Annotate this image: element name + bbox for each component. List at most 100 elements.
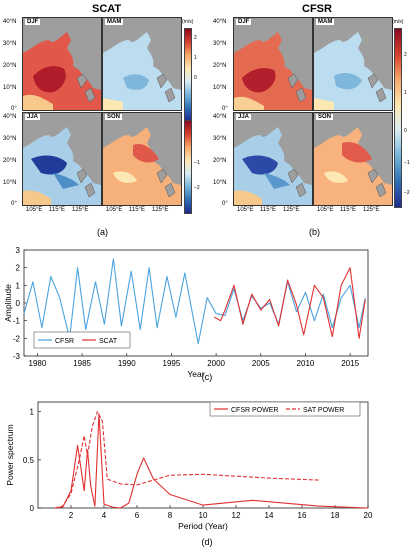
map-field <box>103 32 181 110</box>
x-tick-label: 1980 <box>29 359 47 368</box>
y-tick-label: 0.5 <box>23 456 35 465</box>
map-scat-son: SON <box>102 112 182 206</box>
season-label: MAM <box>105 19 124 25</box>
x-tick-label: 18 <box>331 511 340 520</box>
lon-label: 105°E <box>237 207 254 213</box>
map-field <box>23 127 101 205</box>
y-tick-label: -3 <box>13 352 21 361</box>
season-label: SON <box>316 114 334 120</box>
season-label: MAM <box>316 19 335 25</box>
lon-label: 125°E <box>363 207 380 213</box>
map-cfsr-mam: MAM <box>313 17 393 111</box>
lon-label: 125°E <box>152 207 169 213</box>
legend-label: CFSR <box>55 338 74 345</box>
lat-label: 0° <box>11 106 17 112</box>
series-line <box>54 413 369 509</box>
x-tick-label: 12 <box>232 511 241 520</box>
colorbar-tick: 2 <box>194 35 197 41</box>
x-tick-label: 4 <box>102 511 107 520</box>
map-field <box>23 32 101 110</box>
panel-a-caption: (a) <box>97 227 108 237</box>
lat-label: 40°N <box>3 114 17 120</box>
panel-caption: (d) <box>202 537 213 547</box>
x-tick-label: 2000 <box>207 359 225 368</box>
y-tick-label: 3 <box>16 246 21 255</box>
lat-label: 0° <box>222 106 228 112</box>
x-axis-label: Period (Year) <box>178 521 228 531</box>
colorbar <box>394 28 402 208</box>
x-tick-label: 2005 <box>252 359 270 368</box>
map-field <box>314 32 392 110</box>
lon-label: 105°E <box>106 207 123 213</box>
map-field <box>234 32 312 110</box>
lat-label: 10°N <box>213 85 227 91</box>
colorbar-tick: 2 <box>404 52 407 58</box>
season-label: SON <box>105 114 123 120</box>
series-line <box>54 411 319 509</box>
map-field <box>314 127 392 205</box>
x-tick-label: 20 <box>364 511 373 520</box>
colorbar-unit: (m/s) <box>392 19 404 25</box>
colorbar-unit: (m/s) <box>182 19 194 25</box>
legend-label: SCAT <box>99 338 118 345</box>
colorbar-tick: −2 <box>404 190 410 196</box>
lon-label: 115°E <box>340 207 356 213</box>
x-tick-label: 2 <box>69 511 74 520</box>
lat-label: 20°N <box>213 158 227 164</box>
colorbar-tick: −1 <box>194 160 200 166</box>
series-line <box>214 267 366 339</box>
x-tick-label: 16 <box>298 511 307 520</box>
lat-label: 40°N <box>213 19 227 25</box>
colorbar-tick: 1 <box>194 55 197 61</box>
y-tick-label: 2 <box>16 264 21 273</box>
map-scat-jja: JJA <box>22 112 102 206</box>
lat-label: 30°N <box>3 41 17 47</box>
colorbar-tick: −2 <box>194 185 200 191</box>
x-tick-label: 2015 <box>341 359 359 368</box>
season-label: DJF <box>25 19 41 25</box>
y-axis-label: Power spectrum <box>5 424 15 485</box>
x-tick-label: 2010 <box>297 359 315 368</box>
y-tick-label: -1 <box>13 317 21 326</box>
y-tick-label: -2 <box>13 334 21 343</box>
panel-b-caption: (b) <box>309 227 320 237</box>
lon-label: 115°E <box>129 207 145 213</box>
lat-label: 40°N <box>3 19 17 25</box>
y-tick-label: 0 <box>16 299 21 308</box>
lon-label: 115°E <box>260 207 276 213</box>
y-tick-label: 1 <box>30 408 35 417</box>
colorbar-tick: 0 <box>404 128 407 134</box>
map-cfsr-jja: JJA <box>233 112 313 206</box>
legend-label: CFSR POWER <box>231 407 278 414</box>
series-line <box>23 258 366 345</box>
x-tick-label: 14 <box>265 511 274 520</box>
y-tick-label: 0 <box>30 504 35 513</box>
season-label: JJA <box>236 114 252 120</box>
colorbar-tick: −1 <box>404 160 410 166</box>
lon-label: 105°E <box>26 207 43 213</box>
lon-label: 125°E <box>72 207 89 213</box>
lat-label: 20°N <box>3 158 17 164</box>
lat-label: 0° <box>11 201 17 207</box>
panel-caption: (c) <box>202 372 213 382</box>
season-label: DJF <box>236 19 252 25</box>
x-tick-label: 1990 <box>118 359 136 368</box>
lat-label: 40°N <box>213 114 227 120</box>
map-cfsr-son: SON <box>313 112 393 206</box>
y-axis-label: Amplitude <box>3 284 13 322</box>
colorbar-tick: 1 <box>404 90 407 96</box>
x-axis-label: Year <box>187 369 204 379</box>
lat-label: 20°N <box>213 63 227 69</box>
lat-label: 0° <box>222 201 228 207</box>
lat-label: 10°N <box>3 85 17 91</box>
map-scat-djf: DJF <box>22 17 102 111</box>
lon-label: 125°E <box>283 207 300 213</box>
lat-label: 30°N <box>213 136 227 142</box>
x-tick-label: 1985 <box>73 359 91 368</box>
lat-label: 20°N <box>3 63 17 69</box>
map-scat-mam: MAM <box>102 17 182 111</box>
lat-label: 10°N <box>213 180 227 186</box>
legend-label: SAT POWER <box>303 407 344 414</box>
lat-label: 10°N <box>3 180 17 186</box>
x-tick-label: 1995 <box>163 359 181 368</box>
